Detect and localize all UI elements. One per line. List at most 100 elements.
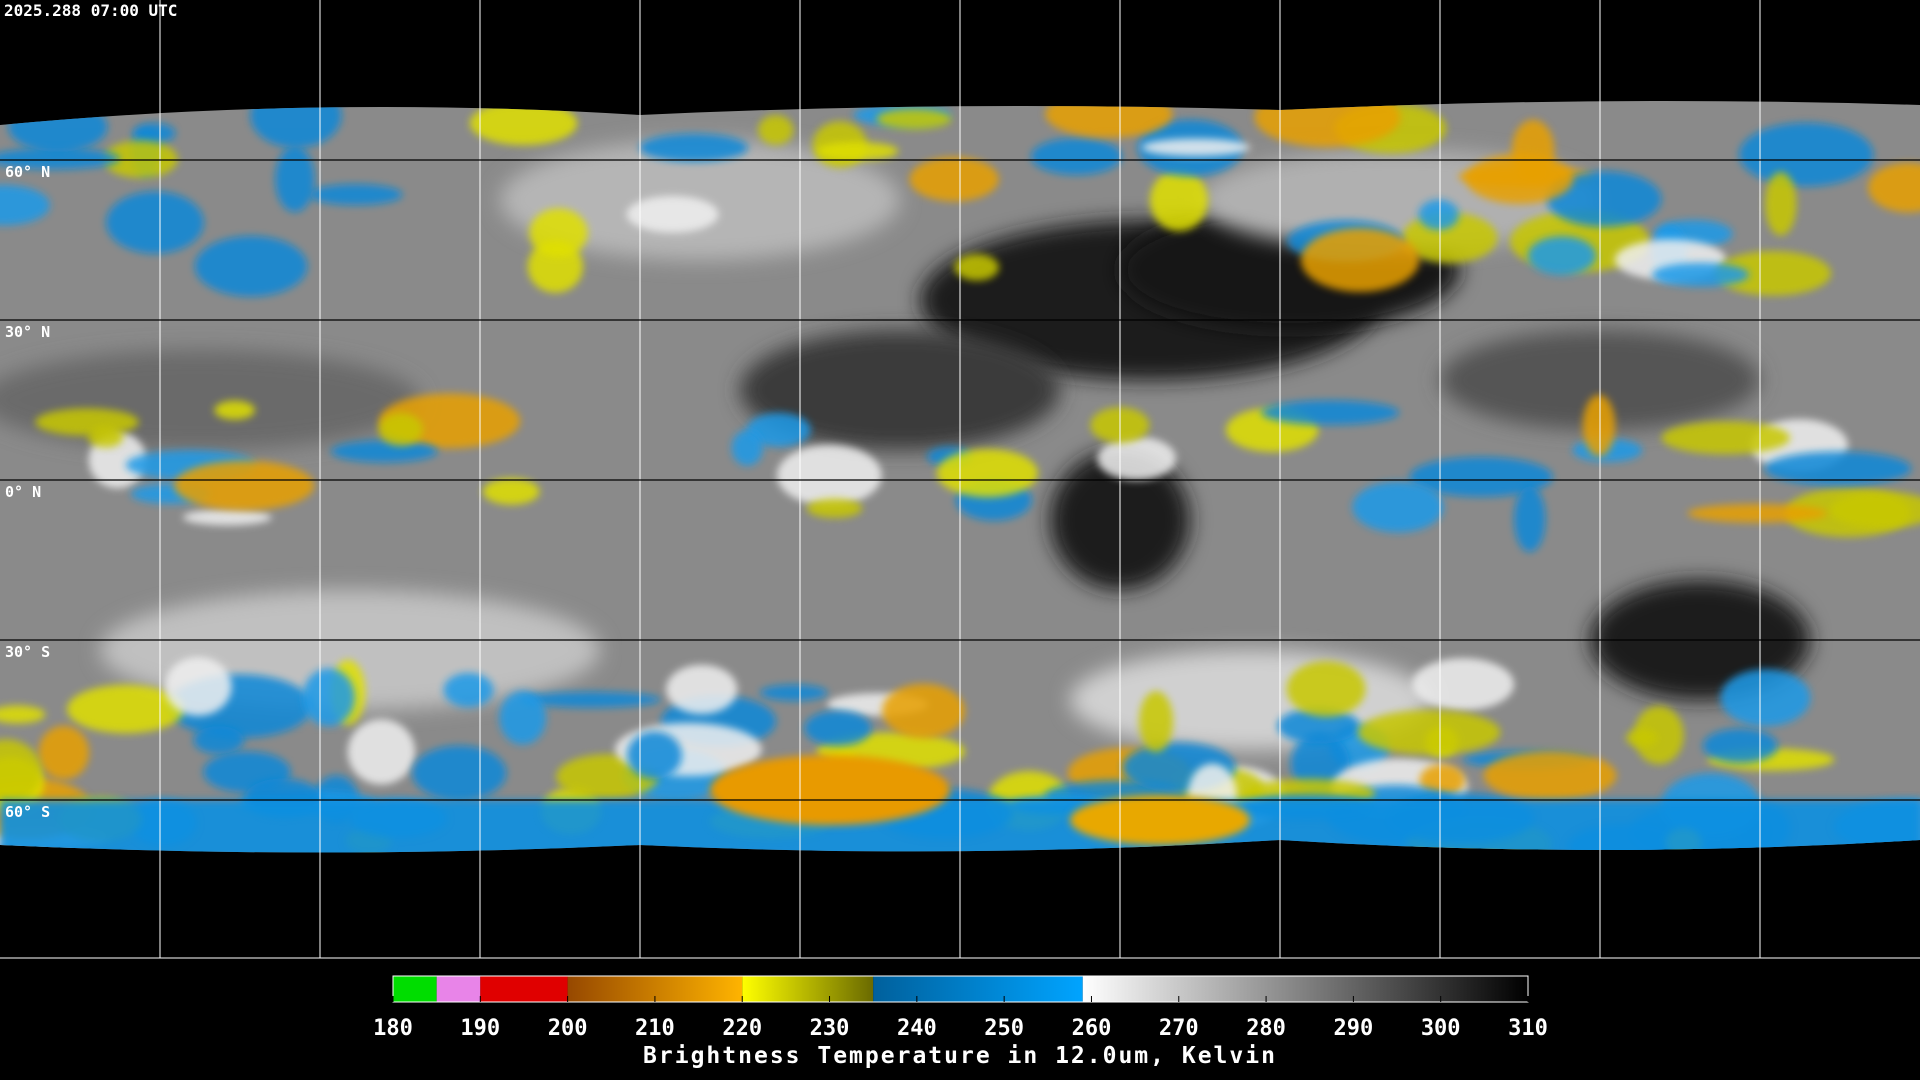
cloud [529, 208, 588, 258]
cloud [1261, 400, 1400, 425]
colorbar-segment [480, 976, 568, 1002]
cloud [936, 449, 1039, 498]
cloud [1582, 394, 1616, 457]
cloud [174, 460, 315, 511]
timestamp: 2025.288 07:00 UTC [4, 1, 177, 20]
cloud [0, 705, 46, 724]
cloud [35, 408, 139, 436]
cloud [520, 691, 661, 708]
cloud [103, 140, 178, 179]
cloud [776, 444, 882, 506]
cloud [1149, 169, 1208, 232]
graticule: 60° N 30° N 0° N 30° S 60° S [0, 0, 1920, 959]
cloud [954, 254, 1000, 281]
cloud [193, 726, 245, 755]
colorbar-tick-label: 300 [1421, 1016, 1461, 1041]
colorbar-frame [392, 975, 1529, 1003]
cloud [1030, 137, 1122, 176]
cloud [1409, 456, 1553, 497]
cloud [746, 412, 811, 447]
cloud [1868, 162, 1920, 213]
cloud [347, 719, 416, 785]
colorbar-tick-label: 250 [984, 1016, 1024, 1041]
cloud [1546, 171, 1662, 227]
cloud [1715, 251, 1832, 296]
latitude-label: 0° N [5, 483, 41, 501]
cloud [250, 101, 342, 148]
cloud [758, 114, 794, 145]
cloud [1720, 669, 1811, 727]
cloud [759, 684, 828, 701]
cloud [1527, 236, 1596, 276]
cloud [1357, 710, 1501, 755]
cloud [1466, 153, 1574, 204]
colorbar-tick-label: 280 [1246, 1016, 1286, 1041]
cloud [132, 122, 176, 144]
colorbar-segment [873, 976, 1083, 1002]
cloud [1625, 728, 1658, 747]
cloud [0, 184, 50, 226]
cloud [1687, 503, 1828, 523]
cloud [666, 664, 738, 714]
colorbar-segment [436, 976, 481, 1002]
colorbar-tick-label: 210 [635, 1016, 675, 1041]
cloud [1739, 122, 1874, 187]
colorbar-tick-label: 220 [722, 1016, 762, 1041]
cloud [330, 440, 438, 463]
cloud [1141, 138, 1251, 157]
cloud [1419, 764, 1465, 797]
cloud [1702, 728, 1778, 764]
cloud [164, 656, 232, 716]
cloud [1514, 486, 1546, 552]
cloud [194, 235, 308, 297]
colorbar-tick-label: 270 [1159, 1016, 1199, 1041]
cloud [627, 731, 682, 780]
cloud [214, 400, 256, 420]
storm [710, 755, 950, 825]
colorbar-segment [1082, 976, 1528, 1002]
cloud [182, 509, 272, 526]
colorbar-segment [393, 976, 437, 1002]
cloud [1290, 733, 1350, 794]
cloud [0, 147, 120, 170]
cloud [1139, 691, 1174, 752]
cloud [309, 184, 403, 206]
latitude-label: 30° S [5, 643, 50, 661]
cloud [1300, 228, 1420, 292]
cloud [1097, 436, 1177, 481]
cloud [876, 108, 952, 130]
cloud [469, 101, 578, 146]
cloud [1764, 451, 1912, 486]
colorbar-tick-label: 230 [810, 1016, 850, 1041]
cloud [1483, 750, 1617, 801]
cloud [1765, 171, 1797, 236]
latitude-label: 60° N [5, 163, 50, 181]
cloud [499, 690, 547, 745]
imagery-patch [740, 330, 1060, 450]
cloud [67, 684, 185, 734]
cloud [106, 191, 204, 254]
cloud [1661, 421, 1791, 455]
cloud [1652, 262, 1750, 287]
colorbar-tick-label: 240 [897, 1016, 937, 1041]
cloud [731, 429, 764, 466]
latitude-label: 60° S [5, 803, 50, 821]
cloud [626, 195, 719, 233]
colorbar-tick-label: 310 [1508, 1016, 1548, 1041]
cloud [1277, 708, 1360, 744]
colorbar-label: Brightness Temperature in 12.0um, Kelvin [643, 1043, 1277, 1069]
cloud [1418, 199, 1459, 231]
colorbar-tick-label: 260 [1072, 1016, 1112, 1041]
cloud [1352, 481, 1444, 533]
cloud [1829, 491, 1920, 529]
latitude-label: 30° N [5, 323, 50, 341]
cloud [443, 672, 494, 708]
cloud [882, 683, 966, 739]
cloud [38, 725, 90, 780]
imagery-patch [0, 350, 420, 450]
cloud [1411, 658, 1515, 711]
cloud [1634, 706, 1684, 765]
colorbar-tick-label: 190 [460, 1016, 500, 1041]
cloud [816, 141, 899, 161]
